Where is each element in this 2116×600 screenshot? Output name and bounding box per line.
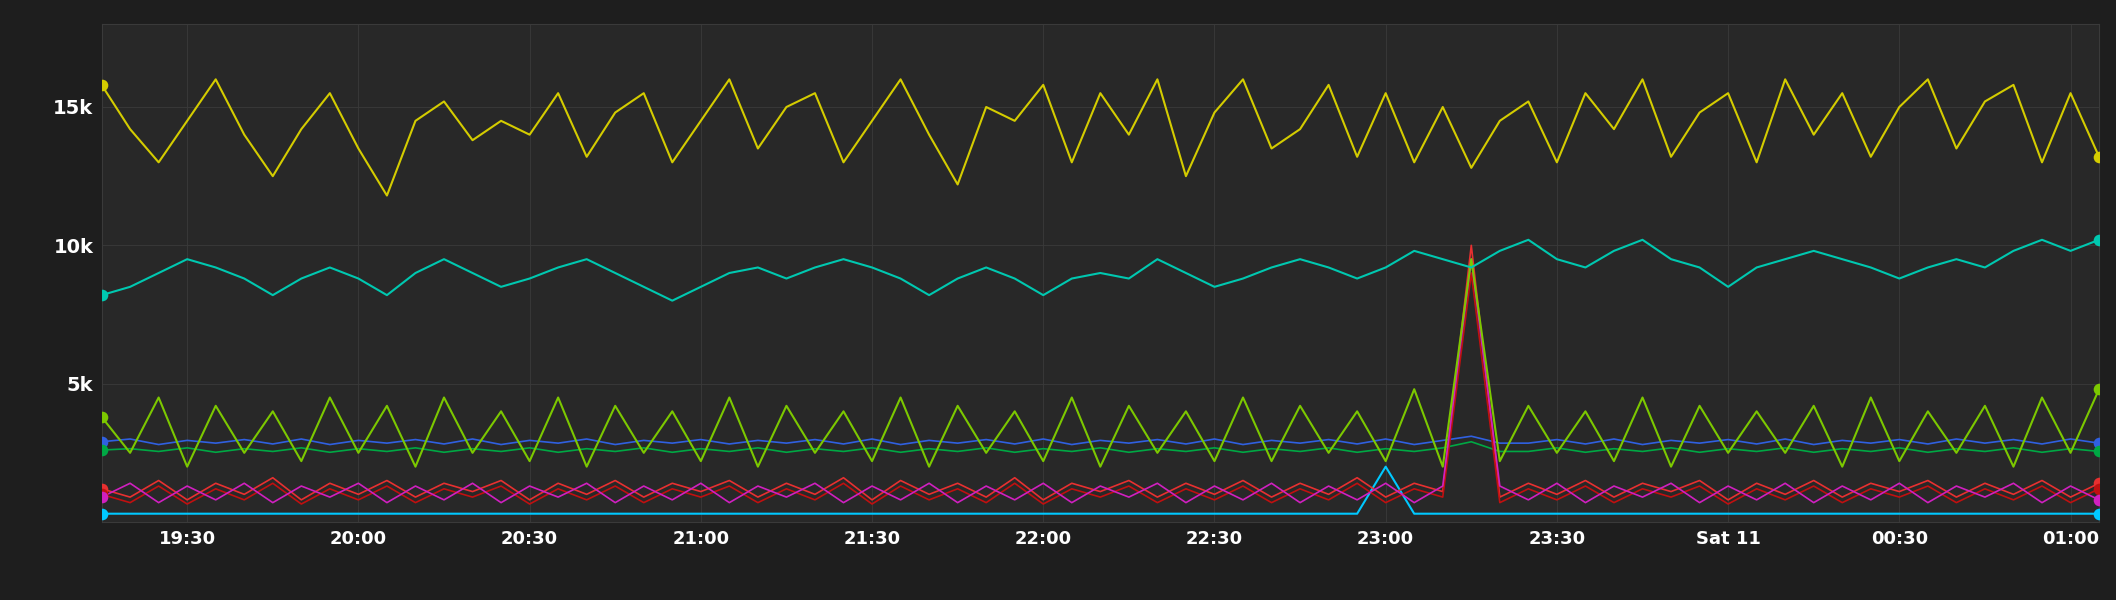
- Point: [2082, 484, 2116, 494]
- Point: [2082, 439, 2116, 448]
- Point: [2082, 385, 2116, 394]
- Point: [85, 490, 118, 499]
- Point: [2082, 478, 2116, 488]
- Point: [85, 445, 118, 455]
- Point: [85, 290, 118, 300]
- Point: [85, 492, 118, 502]
- Point: [2082, 235, 2116, 245]
- Point: [2082, 495, 2116, 505]
- Point: [85, 80, 118, 89]
- Point: [85, 509, 118, 518]
- Point: [2082, 446, 2116, 456]
- Point: [2082, 509, 2116, 518]
- Point: [2082, 152, 2116, 161]
- Point: [85, 437, 118, 446]
- Point: [85, 412, 118, 422]
- Point: [85, 484, 118, 494]
